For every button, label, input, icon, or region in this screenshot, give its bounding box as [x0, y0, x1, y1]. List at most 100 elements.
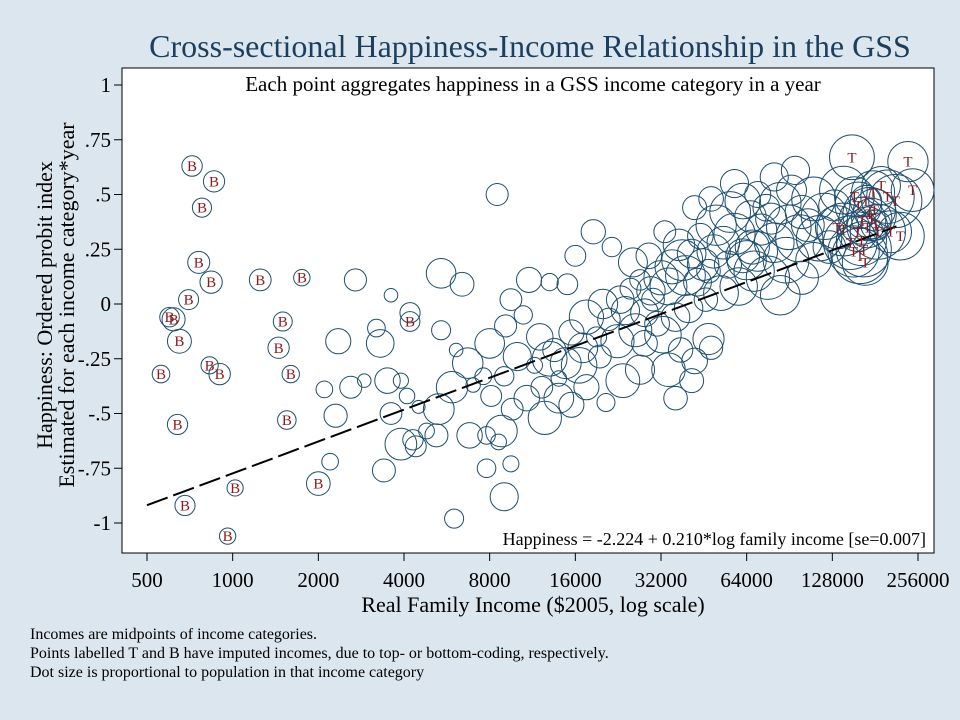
data-point-circle [499, 288, 523, 312]
bottom-coded-label: B [274, 341, 284, 357]
y-tick-label: 0 [101, 292, 112, 316]
data-point-circle [451, 347, 484, 379]
data-point-circle [682, 195, 708, 221]
x-tick-label: 4000 [383, 568, 425, 592]
data-point-circle [636, 276, 666, 306]
data-point-circle [500, 397, 524, 421]
data-point-circle-top [851, 170, 896, 215]
data-point-circle [556, 273, 579, 296]
data-point-circle [665, 255, 706, 296]
top-coded-label: T [846, 236, 855, 252]
data-point-circle [549, 347, 582, 380]
data-point-circle [596, 393, 616, 413]
data-point-circle [662, 228, 696, 262]
x-tick-label: 64000 [720, 568, 773, 592]
data-point-circle-top [887, 140, 929, 183]
data-point-circle [568, 299, 605, 335]
data-point-circle [485, 182, 509, 207]
bottom-coded-label: B [286, 367, 296, 383]
top-coded-label: T [867, 212, 876, 228]
data-point-circle-bottom [208, 362, 231, 386]
data-point-circle [617, 247, 648, 278]
data-point-circle [398, 387, 416, 405]
data-point-circle-top [831, 227, 889, 285]
data-point-circle [448, 342, 464, 358]
data-point-circle [374, 367, 401, 394]
bottom-coded-label: B [194, 255, 204, 271]
data-point-circle [527, 400, 562, 436]
data-point-circle [624, 354, 656, 385]
y-tick-label: -.25 [78, 347, 111, 371]
x-tick-label: 32000 [635, 568, 688, 592]
circle-markers [151, 134, 935, 545]
data-point-circle [651, 352, 686, 387]
top-coded-label: T [861, 194, 870, 210]
data-point-circle [734, 200, 767, 233]
data-point-circle [653, 220, 677, 244]
data-point-circle [644, 315, 682, 354]
top-coded-label: T [854, 198, 863, 214]
top-coded-label: T [891, 194, 900, 210]
data-point-circle [619, 277, 642, 300]
data-point-circle [692, 322, 725, 356]
data-point-circle-bottom [166, 328, 192, 354]
data-point-circle-bottom [293, 269, 311, 287]
top-coded-label: T [877, 179, 886, 195]
data-point-circle [404, 435, 427, 458]
x-tick-label: 2000 [297, 568, 339, 592]
footnote-1: Incomes are midpoints of income categori… [30, 626, 318, 643]
y-tick-label: -.5 [88, 402, 111, 426]
data-point-circle [795, 241, 832, 279]
data-point-circle [745, 213, 778, 246]
top-coded-label: T [896, 229, 905, 245]
data-point-circle [542, 337, 567, 363]
data-point-circle-bottom [272, 311, 293, 332]
data-point-circle [383, 287, 399, 303]
bottom-coded-label: B [223, 529, 233, 545]
data-point-circle [399, 302, 421, 324]
top-coded-label: T [839, 223, 848, 239]
data-point-circle [734, 229, 770, 265]
data-point-circle-bottom [399, 311, 421, 332]
data-point-circle [392, 372, 409, 389]
data-point-circle-bottom [199, 270, 223, 294]
data-point-circle [605, 363, 641, 399]
bottom-coded-label: B [209, 174, 219, 190]
bottom-coded-label: B [169, 312, 179, 328]
data-point-circle [661, 239, 704, 282]
data-point-circle [343, 268, 367, 292]
data-point-circle-bottom [277, 410, 297, 430]
top-coded-label: T [883, 190, 892, 206]
data-point-circle [325, 328, 352, 355]
bottom-coded-label: B [278, 315, 288, 331]
data-point-circle [698, 186, 724, 212]
top-coded-label: T [903, 155, 912, 171]
data-point-circle [696, 258, 721, 284]
data-point-circle [719, 168, 750, 199]
data-point-circle [425, 258, 457, 289]
bottom-coded-label: B [297, 271, 307, 287]
data-point-circle [560, 347, 598, 384]
data-point-circle-bottom [281, 364, 300, 384]
x-tick-label: 256000 [887, 568, 950, 592]
regression-equation: Happiness = -2.224 + 0.210*log family in… [503, 529, 926, 549]
data-point-circle [744, 180, 772, 209]
data-point-circle [485, 414, 518, 448]
regression-line-group [146, 225, 897, 507]
x-tick-label: 1000 [212, 568, 254, 592]
top-coded-label: T [865, 207, 874, 223]
data-point-circle [587, 288, 619, 320]
bottom-coded-label: B [405, 315, 415, 331]
x-tick-label: 8000 [469, 568, 511, 592]
data-point-circle-top [842, 187, 897, 242]
data-point-circle [693, 287, 719, 312]
data-point-circle [558, 391, 585, 418]
data-point-circle [315, 380, 334, 399]
y-tick-label: 1 [101, 73, 112, 97]
data-point-circle [435, 371, 469, 404]
data-point-circle [444, 508, 465, 529]
bottom-coded-label: B [206, 275, 216, 291]
y-axis-title-line2: Estimated for each income category*year [54, 122, 79, 488]
top-coded-label: T [855, 249, 864, 265]
plot-area [121, 67, 935, 554]
